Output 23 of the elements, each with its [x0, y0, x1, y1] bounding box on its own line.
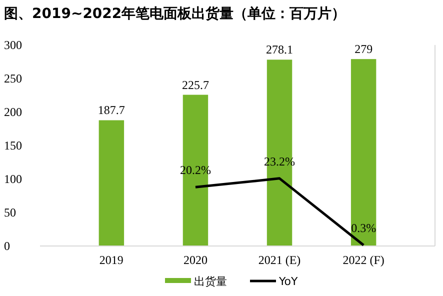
y-tick-label: 50: [4, 206, 16, 220]
x-tick-label: 2020: [183, 253, 208, 267]
legend-label: 出货量: [194, 275, 227, 288]
y-tick-label: 300: [4, 38, 22, 52]
legend-label: YoY: [278, 275, 298, 288]
x-tick-label: 2021 (E): [258, 253, 301, 267]
bar: [350, 59, 376, 246]
x-tick-label: 2019: [99, 253, 124, 267]
data-label: 187.7: [98, 103, 125, 118]
data-label: 278.1: [266, 42, 294, 57]
bar: [266, 60, 292, 246]
bar: [182, 94, 208, 246]
chart-title: 图、2019~2022年笔电面板出货量（单位：百万片）: [4, 6, 346, 22]
y-tick-label: 250: [4, 72, 22, 86]
bar: [98, 120, 124, 246]
y-tick-label: 200: [4, 105, 22, 119]
data-label: 0.3%: [351, 221, 376, 236]
y-tick-label: 100: [4, 172, 22, 186]
data-label: 225.7: [182, 78, 209, 92]
x-tick-label: 2022 (F): [342, 253, 384, 267]
y-tick-label: 0: [4, 239, 10, 253]
y-tick-label: 150: [4, 138, 22, 152]
data-label: 279: [354, 42, 373, 56]
